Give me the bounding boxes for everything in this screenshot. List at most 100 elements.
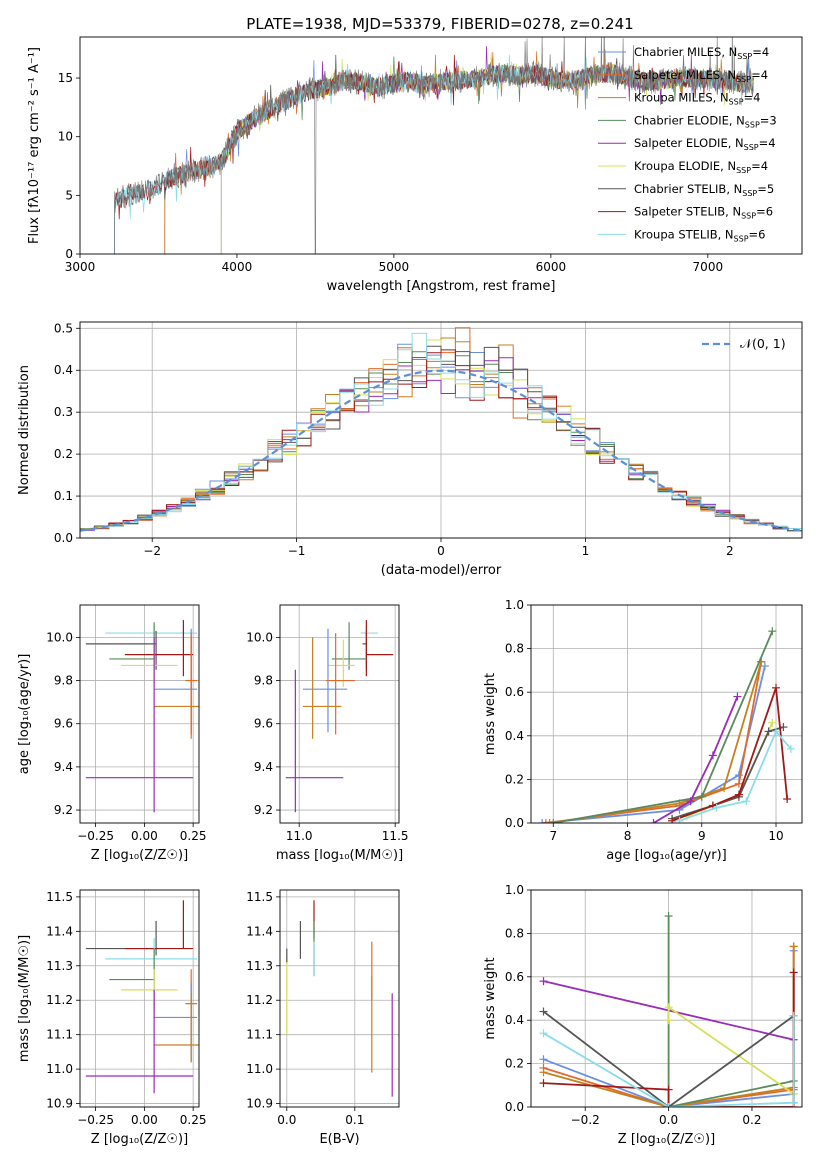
x-axis-label: E(B-V) xyxy=(319,1132,359,1147)
mass-weight-line xyxy=(667,916,794,1107)
x-tick-label: 11.5 xyxy=(382,829,409,843)
y-tick-label: 0 xyxy=(65,247,73,261)
legend-label: 𝒩(0, 1) xyxy=(740,336,786,351)
x-tick-label: 2 xyxy=(726,544,734,558)
y-tick-label: 10.0 xyxy=(46,630,73,644)
x-tick-label: 7000 xyxy=(693,260,724,274)
mass-weight-marker xyxy=(786,744,795,753)
x-tick-label: 7 xyxy=(549,829,557,843)
legend-label: Chabrier STELIB, NSSP=5 xyxy=(634,182,774,198)
y-tick-label: 11.4 xyxy=(246,924,273,938)
legend-label: Kroupa STELIB, NSSP=6 xyxy=(634,227,765,243)
mass-weight-marker xyxy=(686,797,695,806)
errorbar-point xyxy=(124,620,194,677)
x-tick-label: 0.0 xyxy=(659,1113,678,1127)
age_vs_Z-panel: −0.25 0.00 0.25 9.2 9.4 9.6 9.8 10.0 Z [log₁₀(Z/… xyxy=(17,604,207,863)
y-tick-label: 0.2 xyxy=(505,1057,524,1071)
y-tick-label: 9.4 xyxy=(254,760,273,774)
y-tick-label: 0.0 xyxy=(54,531,73,545)
mass-weight-marker xyxy=(720,784,729,793)
figure-title: PLATE=1938, MJD=53379, FIBERID=0278, z=0… xyxy=(246,15,633,33)
x-tick-label: 10 xyxy=(768,829,783,843)
y-tick-label: 15 xyxy=(58,71,73,85)
residuals-plot-area xyxy=(80,327,802,533)
y-tick-label: 9.4 xyxy=(54,760,73,774)
axes-frame xyxy=(79,604,200,824)
y-tick-label: 9.2 xyxy=(254,803,273,817)
y-tick-label: 0.2 xyxy=(54,447,73,461)
residuals-panel: −2 −1 0 1 2 0.0 0.1 0.2 0.3 0.4 0.5 (data-model)/er… xyxy=(17,321,803,578)
y-tick-label: 11.5 xyxy=(246,890,273,904)
mass-weight-marker xyxy=(734,771,743,780)
x-tick-label: 11.0 xyxy=(286,829,313,843)
y-tick-label: 11.1 xyxy=(46,1028,73,1042)
mass-weight-marker xyxy=(664,1016,673,1025)
mass-weight-marker xyxy=(549,819,558,823)
legend-label: Salpeter ELODIE, NSSP=4 xyxy=(634,136,776,152)
x-tick-label: 5000 xyxy=(379,260,410,274)
y-tick-label: 1.0 xyxy=(505,883,524,897)
age_vs_mass-plot-area xyxy=(285,620,394,813)
errorbar-point xyxy=(124,900,194,950)
mass_vs_ebv-panel: 0.0 0.1 10.9 11.0 11.1 11.2 11.3 11.4 11.5 E(B-V) xyxy=(246,889,400,1147)
mass-weight-line xyxy=(653,696,739,823)
x-tick-label: −2 xyxy=(143,544,161,558)
y-tick-label: 0.8 xyxy=(505,642,524,656)
x-tick-label: 1 xyxy=(582,544,590,558)
errorbar-point xyxy=(185,633,198,735)
errorbar-point xyxy=(365,620,394,677)
x-tick-label: 0.25 xyxy=(180,829,207,843)
mass-weight-marker xyxy=(541,819,550,823)
observed-spectrum-line xyxy=(114,37,754,254)
y-tick-label: 11.5 xyxy=(46,890,73,904)
errorbar-point xyxy=(285,669,344,813)
errorbar-point xyxy=(109,948,155,1011)
x-axis-label: age [log₁₀(age/yr)] xyxy=(606,848,727,863)
x-axis-label: Z [log₁₀(Z/Z☉)] xyxy=(91,1132,188,1147)
mass-weight-marker xyxy=(539,1079,548,1088)
y-tick-label: 11.4 xyxy=(46,924,73,938)
mass-weight-marker xyxy=(664,1085,673,1094)
mass-weight-line xyxy=(679,729,792,822)
mass-weight-marker xyxy=(783,795,792,804)
y-tick-label: 9.6 xyxy=(54,717,73,731)
mass-weight-marker xyxy=(742,797,751,806)
mass_vs_Z-plot-area xyxy=(85,900,199,1094)
errorbar-point xyxy=(85,921,157,956)
y-tick-label: 5 xyxy=(65,188,73,202)
x-tick-label: 0 xyxy=(437,544,445,558)
x-axis-label: wavelength [Angstrom, rest frame] xyxy=(327,279,556,294)
mass-weight-marker xyxy=(768,627,777,636)
legend-label: Chabrier ELODIE, NSSP=3 xyxy=(634,113,777,129)
y-tick-label: 0.8 xyxy=(505,926,524,940)
x-axis-label: (data-model)/error xyxy=(381,563,502,578)
y-tick-label: 0.4 xyxy=(54,363,73,377)
mass-weight-marker xyxy=(772,683,781,692)
mass-weight-marker xyxy=(733,692,742,701)
mass-weight-marker xyxy=(764,727,773,736)
x-tick-label: 9 xyxy=(698,829,706,843)
x-tick-label: 0.0 xyxy=(277,1113,296,1127)
y-axis-label: age [log₁₀(age/yr)] xyxy=(17,654,32,775)
axes-frame xyxy=(279,889,400,1108)
mass-weight-marker xyxy=(768,718,777,727)
age_vs_Z-plot-area xyxy=(85,620,199,813)
mass_weight_vs_Z-panel: −0.2 0.0 0.2 0.0 0.2 0.4 0.6 0.8 1.0 Z [log₁₀(Z/Z… xyxy=(483,883,803,1147)
y-axis-label: Normed distribution xyxy=(17,365,32,495)
mass-weight-marker xyxy=(668,816,677,823)
y-tick-label: 0.0 xyxy=(505,1100,524,1114)
x-tick-label: −1 xyxy=(288,544,306,558)
y-tick-label: 0.6 xyxy=(505,970,524,984)
y-tick-label: 11.1 xyxy=(246,1028,273,1042)
mass_weight_vs_Z-plot-area xyxy=(539,912,798,1107)
mass-weight-marker xyxy=(708,751,717,760)
legend-label: Kroupa ELODIE, NSSP=4 xyxy=(634,159,768,175)
x-tick-label: 0.00 xyxy=(131,829,158,843)
y-tick-label: 0.3 xyxy=(54,405,73,419)
mass-weight-marker xyxy=(539,1007,548,1016)
y-tick-label: 9.6 xyxy=(254,717,273,731)
age_vs_mass-panel: 11.0 11.5 9.2 9.4 9.6 9.8 10.0 mass [log₁₀(M/M☉… xyxy=(246,604,409,863)
x-tick-label: 0.00 xyxy=(131,1113,158,1127)
y-axis-label: mass weight xyxy=(483,957,498,1039)
